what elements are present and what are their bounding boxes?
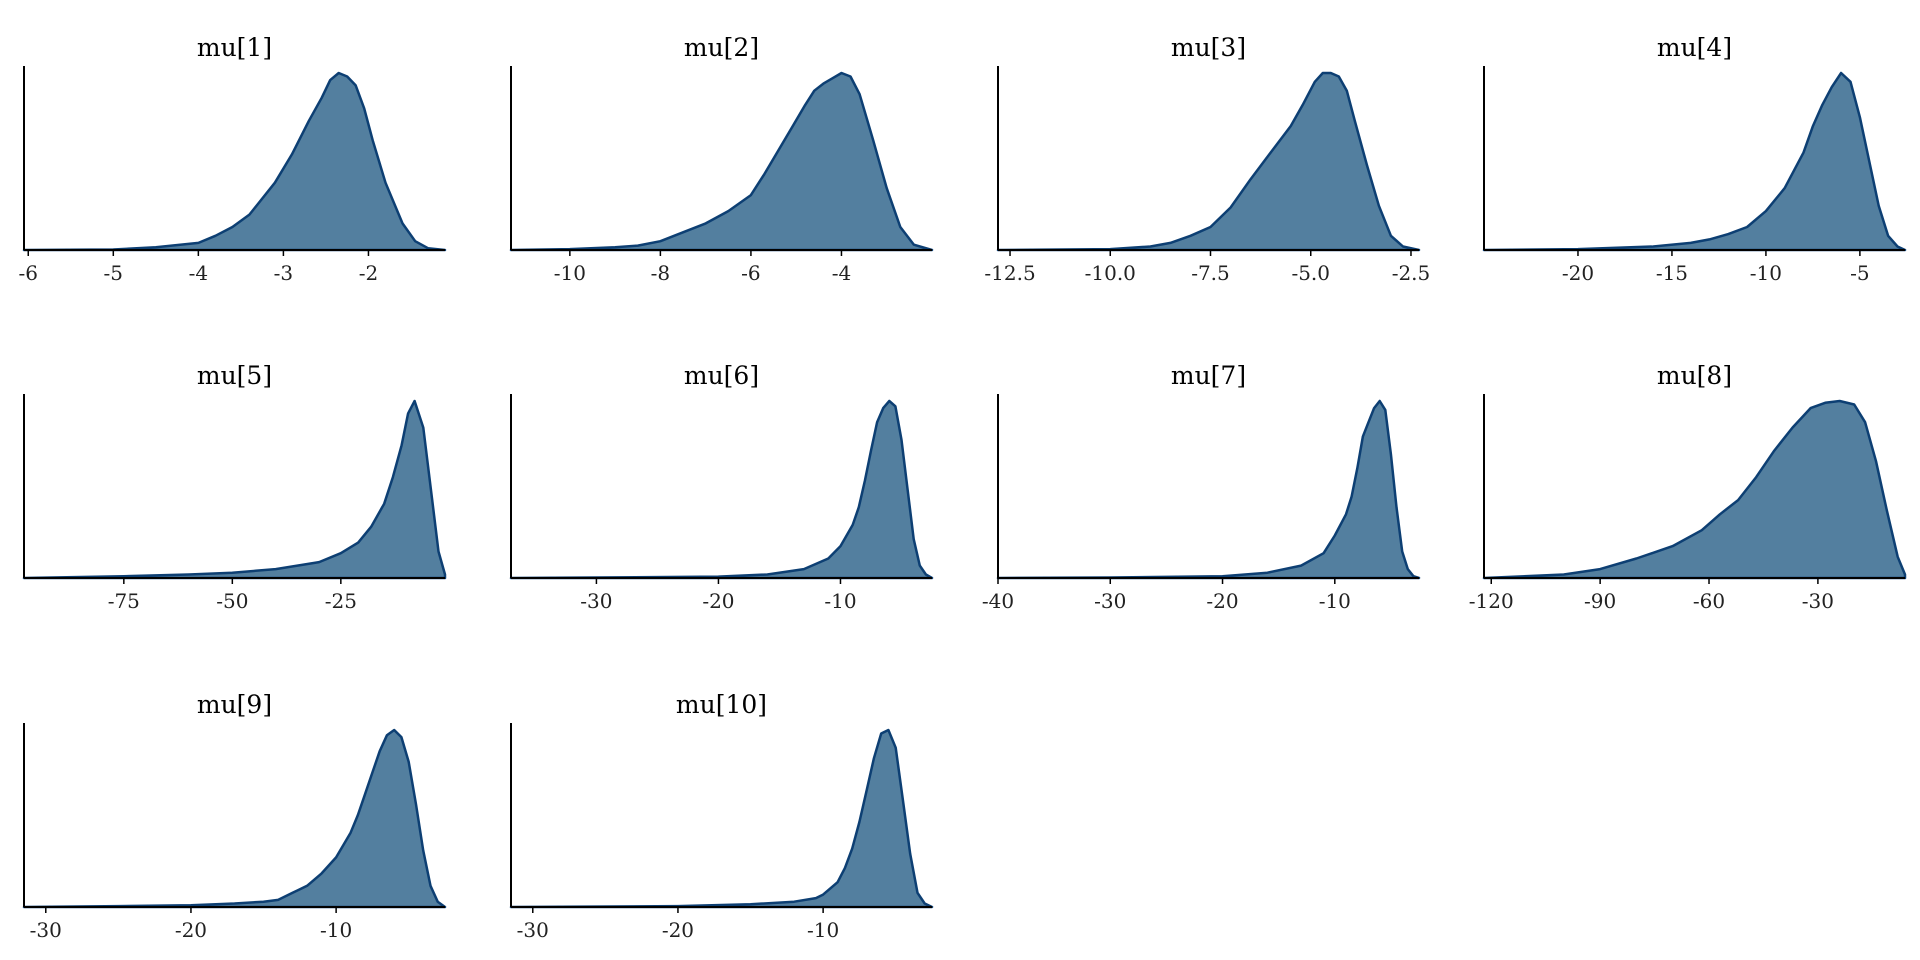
panel-title: mu[5] [197, 361, 272, 390]
x-tick-label: -120 [1469, 589, 1514, 613]
x-tick-label: -10.0 [1085, 261, 1136, 285]
panel-title: mu[10] [676, 690, 767, 719]
x-tick-label: -20 [1206, 589, 1238, 613]
x-tick-label: -25 [325, 589, 357, 613]
density-panel: mu[9] -30 -20 -10 [22, 690, 447, 942]
density-area [22, 71, 447, 252]
panel-title: mu[7] [1171, 361, 1246, 390]
x-tick-label: -40 [982, 589, 1014, 613]
density-panel: mu[1] -6 -5 -4 -3 -2 [19, 33, 447, 285]
density-panel: mu[5] -75 -50 -25 [22, 361, 447, 613]
x-tick-label: -30 [517, 918, 549, 942]
x-tick-label: -30 [30, 918, 62, 942]
panel-title: mu[3] [1171, 33, 1246, 62]
density-panel: mu[8] -120 -90 -60 -30 [1469, 361, 1907, 613]
panel-title: mu[1] [197, 33, 272, 62]
density-area [1482, 71, 1907, 252]
panel-title: mu[8] [1657, 361, 1732, 390]
x-tick-label: -60 [1693, 589, 1725, 613]
density-panel: mu[6] -30 -20 -10 [509, 361, 934, 613]
x-tick-label: -10 [824, 589, 856, 613]
density-area [509, 71, 934, 252]
x-tick-label: -20 [662, 918, 694, 942]
density-area [509, 728, 934, 909]
density-area [509, 399, 934, 580]
x-tick-label: -30 [580, 589, 612, 613]
x-tick-label: -2.5 [1392, 261, 1431, 285]
x-tick-label: -90 [1584, 589, 1616, 613]
density-panel: mu[7] -40 -30 -20 -10 [982, 361, 1421, 613]
x-tick-label: -4 [832, 261, 851, 285]
x-tick-label: -12.5 [984, 261, 1035, 285]
x-tick-label: -20 [175, 918, 207, 942]
x-tick-label: -50 [216, 589, 248, 613]
x-tick-label: -2 [359, 261, 378, 285]
x-tick-label: -30 [1802, 589, 1834, 613]
x-tick-label: -75 [108, 589, 140, 613]
density-panel: mu[4] -20 -15 -10 -5 [1482, 33, 1907, 285]
x-tick-label: -5 [104, 261, 123, 285]
density-panel: mu[2] -10 -8 -6 -4 [509, 33, 934, 285]
x-tick-label: -4 [189, 261, 208, 285]
x-tick-label: -7.5 [1191, 261, 1230, 285]
x-tick-label: -20 [702, 589, 734, 613]
x-tick-label: -10 [1319, 589, 1351, 613]
density-area [22, 728, 447, 909]
x-tick-label: -5 [1850, 261, 1869, 285]
x-tick-label: -5.0 [1291, 261, 1330, 285]
x-tick-label: -8 [651, 261, 670, 285]
x-tick-label: -15 [1656, 261, 1688, 285]
panel-title: mu[2] [684, 33, 759, 62]
x-tick-label: -6 [19, 261, 38, 285]
x-tick-label: -30 [1094, 589, 1126, 613]
density-area [996, 399, 1421, 580]
x-tick-label: -10 [320, 918, 352, 942]
panel-title: mu[4] [1657, 33, 1732, 62]
panel-title: mu[9] [197, 690, 272, 719]
x-tick-label: -20 [1562, 261, 1594, 285]
x-tick-label: -3 [274, 261, 293, 285]
density-panel: mu[3] -12.5 -10.0 -7.5 -5.0 -2.5 [984, 33, 1430, 285]
density-area [1482, 399, 1907, 580]
density-panel: mu[10] -30 -20 -10 [509, 690, 934, 942]
density-area [22, 399, 447, 580]
density-area [996, 71, 1421, 252]
x-tick-label: -6 [741, 261, 760, 285]
panel-title: mu[6] [684, 361, 759, 390]
x-tick-label: -10 [1750, 261, 1782, 285]
x-tick-label: -10 [554, 261, 586, 285]
x-tick-label: -10 [807, 918, 839, 942]
